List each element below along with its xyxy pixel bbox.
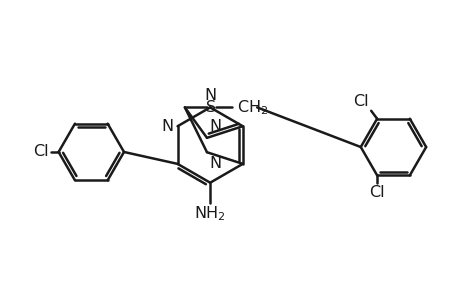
Text: N: N xyxy=(208,119,221,134)
Text: Cl: Cl xyxy=(353,94,369,109)
Text: N: N xyxy=(161,119,173,134)
Text: Cl: Cl xyxy=(33,145,49,160)
Text: CH$_2$: CH$_2$ xyxy=(237,98,268,117)
Text: N: N xyxy=(204,88,216,104)
Text: NH$_2$: NH$_2$ xyxy=(194,205,225,223)
Text: Cl: Cl xyxy=(369,185,384,200)
Text: S: S xyxy=(205,100,215,115)
Text: N: N xyxy=(208,156,221,171)
